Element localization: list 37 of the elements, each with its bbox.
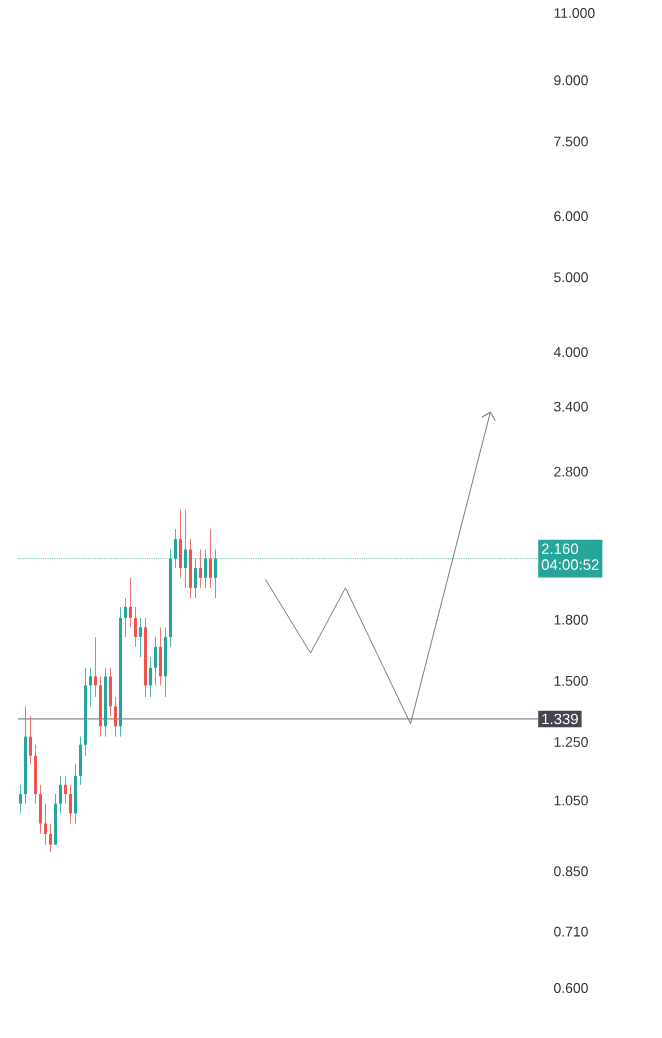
- ref-line-label: 2.160: [541, 543, 578, 554]
- candlestick: [139, 617, 142, 658]
- candlestick: [154, 636, 157, 686]
- candlestick: [149, 656, 152, 698]
- candlestick: [44, 803, 47, 846]
- candlestick: [64, 775, 67, 805]
- y-tick-label: 1.800: [554, 614, 588, 625]
- candlestick: [89, 667, 92, 707]
- candlestick: [124, 597, 127, 638]
- candlestick: [94, 636, 97, 698]
- y-tick-label: 0.850: [554, 866, 588, 877]
- candlestick: [69, 784, 72, 824]
- candlestick: [29, 715, 32, 765]
- candlestick: [114, 696, 117, 738]
- candlestick: [19, 784, 22, 814]
- y-tick-label: 11.000: [554, 8, 595, 18]
- candlestick: [129, 577, 132, 628]
- candlestick: [194, 558, 197, 599]
- y-tick-label: 9.000: [554, 75, 588, 86]
- y-tick-label: 0.710: [554, 926, 588, 937]
- y-tick-label: 4.000: [553, 347, 588, 358]
- y-tick-label: 5.000: [554, 272, 588, 283]
- y-tick-label: 1.050: [554, 795, 588, 806]
- candlestick: [134, 606, 137, 648]
- candlestick: [49, 823, 52, 853]
- y-tick-label: 2.800: [554, 466, 588, 477]
- candlestick: [209, 528, 212, 589]
- candlestick: [199, 549, 202, 589]
- y-tick-label: 3.400: [554, 401, 588, 412]
- candlestick: [59, 775, 62, 814]
- y-tick-label: 0.600: [554, 983, 588, 993]
- text: 04:00:52: [541, 559, 599, 570]
- y-tick-label: 7.500: [554, 136, 588, 147]
- ref-line-label: 1.339: [542, 713, 578, 725]
- y-tick-label: 1.250: [554, 737, 588, 747]
- y-tick-label: 6.000: [554, 211, 588, 222]
- y-tick-label: 1.500: [554, 675, 588, 686]
